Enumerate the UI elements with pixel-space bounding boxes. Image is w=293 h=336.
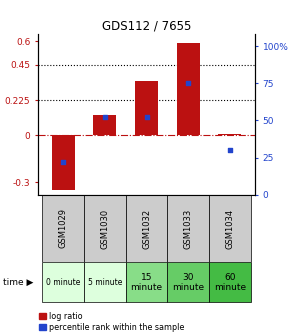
- Bar: [84, 195, 126, 262]
- Bar: [126, 195, 167, 262]
- Bar: [126, 262, 167, 302]
- Text: GSM1034: GSM1034: [225, 208, 234, 249]
- Bar: [84, 262, 126, 302]
- Text: GSM1029: GSM1029: [59, 208, 68, 249]
- Bar: [135, 81, 158, 135]
- Point: [103, 115, 107, 120]
- Text: GSM1033: GSM1033: [184, 208, 193, 249]
- Text: 60
minute: 60 minute: [214, 272, 246, 292]
- Text: 5 minute: 5 minute: [88, 278, 122, 287]
- Text: 30
minute: 30 minute: [172, 272, 204, 292]
- Point: [186, 81, 190, 86]
- Legend: log ratio, percentile rank within the sample: log ratio, percentile rank within the sa…: [39, 311, 184, 332]
- Bar: [209, 195, 251, 262]
- Bar: [93, 115, 116, 135]
- Text: GSM1032: GSM1032: [142, 208, 151, 249]
- Bar: [167, 262, 209, 302]
- Point: [144, 115, 149, 120]
- Bar: [167, 195, 209, 262]
- Bar: [218, 134, 241, 135]
- Bar: [42, 195, 84, 262]
- Title: GDS112 / 7655: GDS112 / 7655: [102, 19, 191, 33]
- Bar: [52, 135, 75, 190]
- Text: GSM1030: GSM1030: [100, 208, 109, 249]
- Point: [61, 160, 65, 165]
- Bar: [209, 262, 251, 302]
- Text: time ▶: time ▶: [3, 278, 33, 287]
- Bar: [42, 262, 84, 302]
- Bar: [177, 43, 200, 135]
- Text: 15
minute: 15 minute: [130, 272, 163, 292]
- Text: 0 minute: 0 minute: [46, 278, 80, 287]
- Point: [228, 148, 232, 153]
